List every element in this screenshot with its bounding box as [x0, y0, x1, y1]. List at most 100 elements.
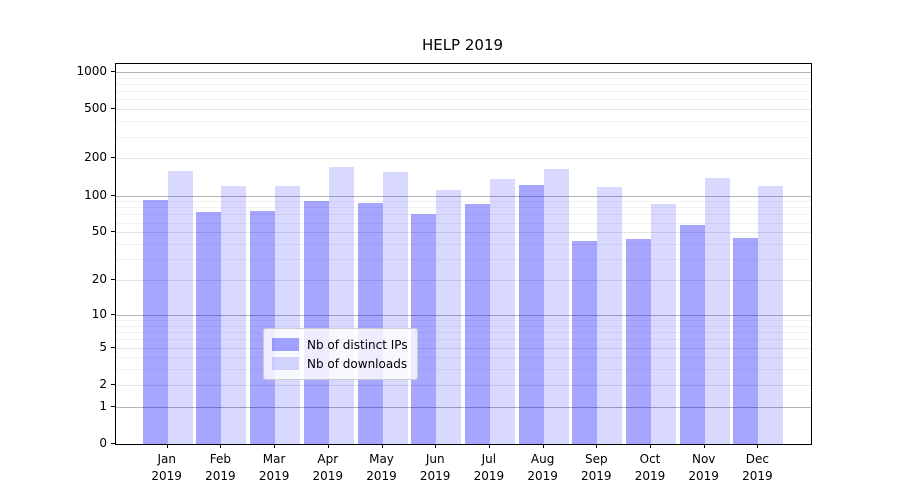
x-tick-label-feb: Feb 2019: [205, 452, 236, 483]
gridline-500: [116, 109, 811, 111]
x-tick-oct: [650, 444, 651, 448]
legend-row-0: Nb of distinct IPs: [272, 335, 408, 354]
x-tick-label-mar: Mar 2019: [258, 452, 290, 483]
y-tick-label-200: 200: [84, 150, 107, 165]
legend-label-1: Nb of downloads: [307, 356, 408, 371]
y-tick-0: [111, 443, 115, 444]
bar-ips-dec: [733, 237, 759, 444]
gridline-50: [116, 232, 811, 234]
legend-row-1: Nb of downloads: [272, 354, 408, 373]
x-tick-jun: [435, 444, 437, 448]
gridline-90: [116, 201, 811, 203]
x-tick-feb: [220, 444, 222, 448]
x-tick-jan: [166, 444, 168, 448]
bar-ips-nov: [679, 225, 705, 444]
gridline-5: [116, 347, 811, 349]
bar-downloads-jan: [167, 171, 193, 444]
bar-downloads-sep: [597, 186, 623, 444]
bar-downloads-jul: [489, 179, 515, 444]
bar-ips-feb: [196, 211, 222, 444]
x-tick-jul: [488, 444, 490, 448]
gridline-2: [116, 384, 811, 386]
y-tick-50: [111, 231, 115, 233]
x-tick-may: [381, 444, 383, 448]
bar-ips-jan: [142, 199, 168, 444]
legend-swatch-ips: [272, 338, 299, 351]
bar-ips-oct: [626, 239, 651, 444]
chart-title: HELP 2019: [421, 36, 504, 54]
bar-downloads-feb: [221, 186, 247, 444]
bar-downloads-may: [382, 171, 408, 444]
bar-ips-sep: [572, 241, 598, 444]
x-tick-label-jul: Jul 2019: [473, 452, 505, 483]
x-tick-label-jan: Jan 2019: [151, 452, 182, 483]
y-tick-label-2: 2: [99, 376, 107, 391]
bar-ips-may: [357, 202, 383, 444]
bar-downloads-oct: [651, 203, 676, 444]
y-tick-1000: [111, 70, 115, 72]
y-tick-2: [111, 383, 115, 385]
y-tick-label-100: 100: [84, 187, 107, 202]
x-tick-label-may: May 2019: [366, 452, 397, 483]
x-tick-label-oct: Oct 2019: [634, 452, 666, 483]
y-tick-label-5: 5: [99, 339, 107, 354]
x-tick-aug: [542, 444, 544, 448]
y-tick-label-10: 10: [91, 306, 107, 321]
bar-downloads-aug: [543, 169, 569, 444]
bar-ips-mar: [250, 210, 276, 444]
gridline-6: [116, 339, 811, 341]
x-tick-apr: [327, 444, 329, 448]
plot-area: [115, 63, 812, 445]
y-tick-label-1: 1: [99, 398, 107, 413]
bar-ips-apr: [303, 201, 329, 444]
gridline-600: [116, 99, 811, 101]
gridline-1000: [116, 71, 811, 73]
gridline-4: [116, 357, 811, 359]
gridline-200: [116, 158, 811, 160]
gridline-400: [116, 121, 811, 123]
gridline-10: [116, 314, 811, 316]
y-tick-1: [111, 405, 115, 407]
gridline-700: [116, 91, 811, 93]
gridline-100: [116, 195, 811, 197]
y-tick-5: [111, 346, 115, 348]
bar-ips-aug: [518, 184, 544, 444]
x-tick-label-dec: Dec 2019: [742, 452, 773, 483]
y-tick-20: [111, 279, 115, 280]
x-tick-sep: [596, 444, 598, 448]
x-tick-label-nov: Nov 2019: [688, 452, 719, 483]
y-tick-100: [111, 194, 115, 196]
x-tick-dec: [757, 444, 759, 448]
x-tick-label-apr: Apr 2019: [312, 452, 344, 483]
x-tick-label-jun: Jun 2019: [419, 452, 451, 483]
y-tick-200: [111, 157, 115, 159]
gridline-60: [116, 222, 811, 224]
gridline-7: [116, 332, 811, 333]
legend: Nb of distinct IPs Nb of downloads: [263, 328, 418, 380]
gridline-800: [116, 83, 811, 85]
gridline-80: [116, 207, 811, 209]
y-tick-label-500: 500: [84, 101, 107, 116]
x-tick-nov: [703, 444, 705, 448]
gridline-20: [116, 280, 811, 281]
gridline-300: [116, 136, 811, 138]
x-tick-label-sep: Sep 2019: [581, 452, 612, 483]
y-tick-500: [111, 108, 115, 110]
bar-downloads-jun: [436, 190, 462, 444]
gridline-8: [116, 325, 811, 327]
legend-label-0: Nb of distinct IPs: [307, 337, 408, 352]
gridline-30: [116, 259, 811, 261]
legend-swatch-downloads: [272, 357, 299, 370]
gridline-40: [116, 244, 811, 245]
x-tick-label-aug: Aug 2019: [527, 452, 558, 483]
y-tick-label-0: 0: [99, 436, 107, 450]
gridline-900: [116, 77, 811, 79]
gridline-9: [116, 320, 811, 321]
bar-downloads-apr: [328, 167, 354, 444]
bar-ips-jul: [464, 203, 490, 444]
y-tick-label-20: 20: [91, 272, 107, 286]
gridline-3: [116, 369, 811, 371]
bar-downloads-nov: [704, 177, 730, 444]
y-tick-label-1000: 1000: [76, 63, 107, 78]
